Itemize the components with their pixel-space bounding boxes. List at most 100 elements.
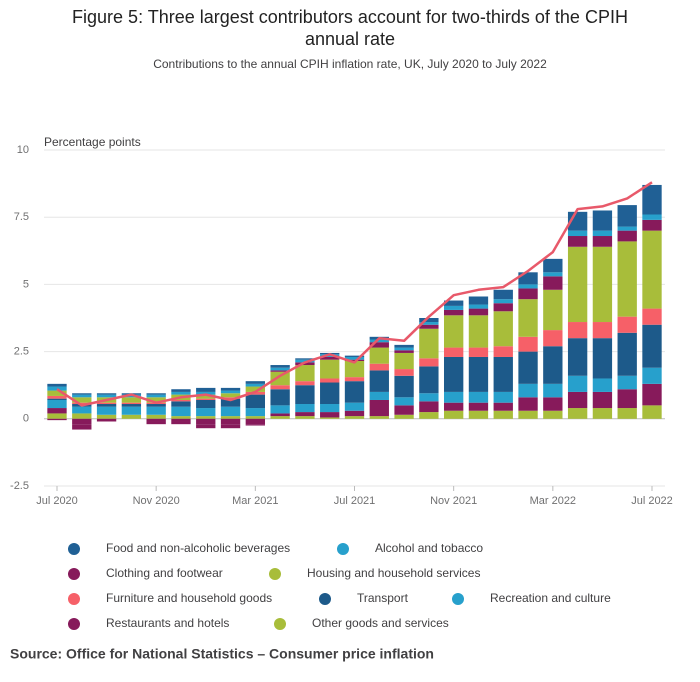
bar-segment — [96, 414, 117, 419]
bar-segment — [394, 375, 414, 398]
bar-segment — [320, 417, 340, 419]
bar-segment — [270, 389, 290, 406]
bar-segment — [419, 358, 439, 367]
x-tick-label: Mar 2022 — [530, 495, 576, 507]
bar-segment — [245, 391, 266, 395]
bar-segment — [196, 424, 216, 429]
bar-segment — [72, 402, 92, 405]
bar-segment — [592, 391, 613, 409]
bar-segment — [592, 322, 613, 339]
bar-segment — [245, 408, 266, 417]
chart-title: Figure 5: Three largest contributors acc… — [72, 7, 628, 27]
bar-segment — [518, 351, 538, 384]
bar-segment — [220, 398, 241, 407]
bar-segment — [220, 390, 241, 394]
bar-segment — [121, 414, 142, 419]
bar-segment — [171, 416, 191, 419]
bar-segment — [146, 418, 166, 422]
bar-segment — [369, 399, 389, 417]
bar-segment — [419, 322, 439, 325]
bar-segment — [419, 318, 439, 323]
bar-segment — [617, 205, 637, 227]
bar-segment — [369, 416, 389, 419]
legend-swatch — [68, 593, 80, 605]
legend-label: Other goods and services — [312, 616, 449, 630]
bar-segment — [171, 401, 191, 407]
bar-segment — [72, 393, 92, 395]
bar-segment — [96, 404, 117, 407]
bar-segment — [295, 359, 315, 363]
bar-segment — [493, 356, 513, 392]
bar-segment — [518, 397, 538, 411]
bar-segment — [72, 413, 92, 419]
bar-segment — [518, 410, 538, 419]
bar-segment — [443, 402, 464, 411]
bar-segment — [617, 316, 637, 333]
legend-swatch — [274, 618, 286, 630]
bar-segment — [443, 410, 464, 419]
bar-segment — [344, 381, 365, 403]
bar-segment — [567, 230, 588, 237]
bar-segment — [245, 383, 266, 387]
bar-segment — [468, 304, 489, 309]
bar-segment — [617, 408, 637, 419]
bar-segment — [543, 289, 563, 331]
bar-segment — [443, 356, 464, 392]
bar-segment — [72, 394, 92, 398]
legend-label: Food and non-alcoholic beverages — [106, 541, 290, 555]
y-tick-label: 7.5 — [14, 211, 29, 223]
bar-segment — [171, 399, 191, 402]
bar-segment — [146, 414, 166, 419]
bar-segment — [72, 406, 92, 414]
chart-title: annual rate — [305, 29, 395, 49]
bar-segment — [543, 272, 563, 277]
legend-label: Housing and household services — [307, 566, 480, 580]
bar-segment — [642, 367, 662, 384]
bar-segment — [369, 342, 389, 348]
bar-segment — [543, 276, 563, 290]
bar-segment — [171, 391, 191, 395]
bar-segment — [617, 375, 637, 390]
bar-segment — [493, 346, 513, 357]
bar-segment — [642, 219, 662, 231]
bar-segment — [493, 299, 513, 304]
bar-segment — [96, 418, 117, 422]
bar-segment — [567, 375, 588, 392]
bar-segment — [270, 416, 290, 419]
bar-segment — [567, 246, 588, 323]
bar-segment — [592, 246, 613, 323]
legend-swatch — [319, 593, 331, 605]
rate-line — [56, 181, 653, 407]
legend-label: Transport — [357, 591, 409, 605]
bar-segment — [592, 230, 613, 237]
bar-segment — [518, 299, 538, 337]
bar-segment — [493, 410, 513, 419]
bar-segment — [245, 394, 266, 409]
bar-segment — [493, 311, 513, 347]
bar-segment — [146, 393, 166, 395]
legend-swatch — [68, 568, 80, 580]
bar-segment — [419, 324, 439, 329]
bar-segment — [295, 416, 315, 419]
bar-segment — [567, 408, 588, 419]
bar-segment — [121, 397, 142, 403]
bar-segment — [394, 369, 414, 376]
bar-segment — [642, 214, 662, 220]
bar-segment — [121, 404, 142, 407]
bar-segment — [295, 358, 315, 360]
bar-segment — [642, 405, 662, 419]
bar-segment — [344, 402, 365, 411]
bar-segment — [171, 406, 191, 417]
bar-segment — [617, 226, 637, 231]
bar-segment — [468, 410, 489, 419]
bar-segment — [320, 378, 340, 383]
bar-segment — [567, 236, 588, 247]
bar-segment — [220, 418, 241, 425]
bar-segment — [196, 387, 216, 392]
bar-segment — [344, 361, 365, 378]
bar-segment — [592, 378, 613, 392]
bar-segment — [443, 347, 464, 357]
bar-segment — [468, 391, 489, 403]
bar-segment — [543, 258, 563, 273]
